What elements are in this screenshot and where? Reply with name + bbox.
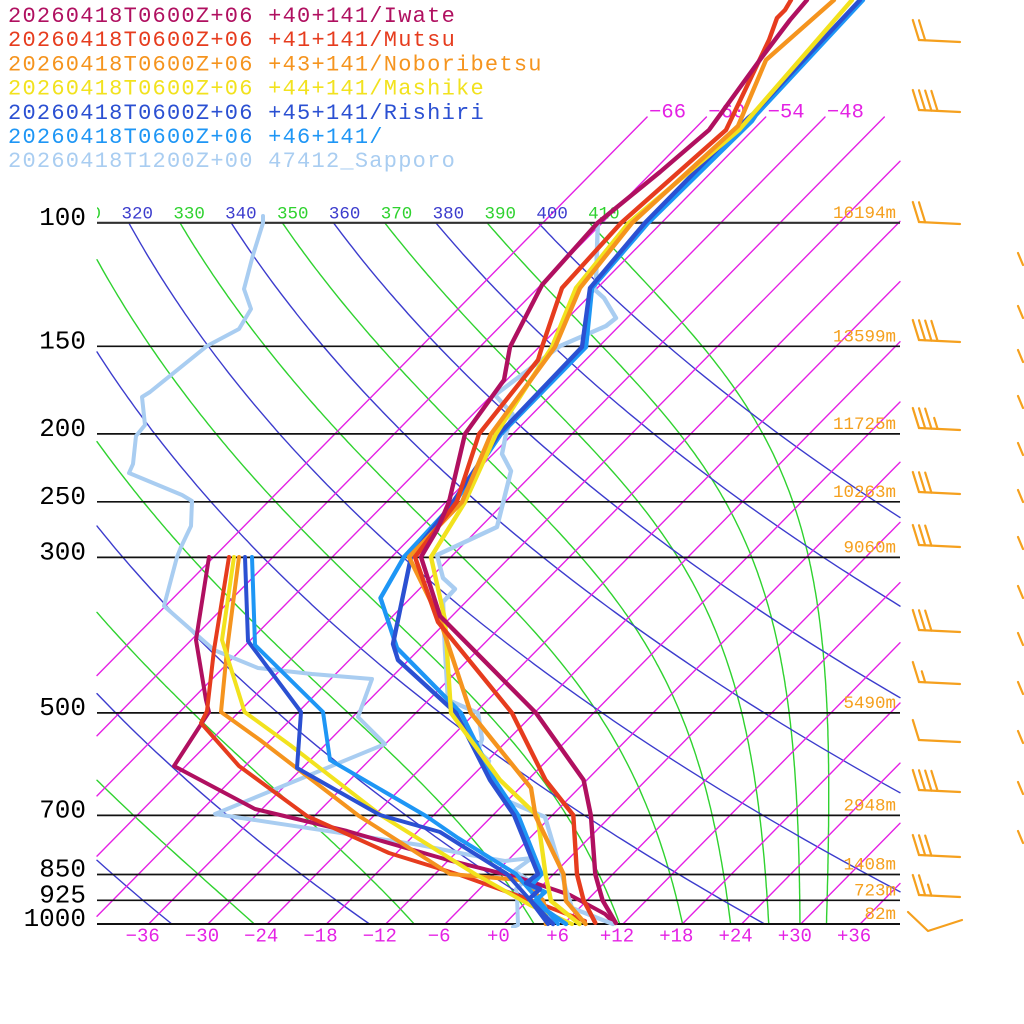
svg-text:150: 150 xyxy=(39,326,86,356)
svg-text:+0: +0 xyxy=(487,926,510,948)
svg-text:20260418T0600Z+06 +46+141/: 20260418T0600Z+06 +46+141/ xyxy=(8,125,384,150)
svg-text:+30: +30 xyxy=(778,926,812,948)
svg-text:250: 250 xyxy=(39,482,86,512)
svg-text:340: 340 xyxy=(225,205,257,225)
svg-text:20260418T0600Z+06 +40+141/Iwat: 20260418T0600Z+06 +40+141/Iwate xyxy=(8,4,456,29)
svg-text:20260418T0600Z+06 +43+141/Nobo: 20260418T0600Z+06 +43+141/Noboribetsu xyxy=(8,52,543,77)
svg-text:360: 360 xyxy=(329,205,361,225)
svg-text:+6: +6 xyxy=(546,926,569,948)
svg-text:850: 850 xyxy=(39,855,86,885)
svg-text:370: 370 xyxy=(381,205,413,225)
svg-text:−48: −48 xyxy=(827,102,864,125)
svg-text:−30: −30 xyxy=(185,926,219,948)
svg-text:−12: −12 xyxy=(363,926,397,948)
svg-text:1000: 1000 xyxy=(24,904,86,934)
svg-text:925: 925 xyxy=(39,880,86,910)
svg-text:+18: +18 xyxy=(659,926,693,948)
svg-text:−54: −54 xyxy=(768,102,805,125)
svg-text:310: 310 xyxy=(70,205,102,225)
svg-text:380: 380 xyxy=(433,205,465,225)
svg-text:−36: −36 xyxy=(126,926,160,948)
svg-text:100: 100 xyxy=(39,203,86,233)
svg-text:500: 500 xyxy=(39,693,86,723)
svg-text:20260418T1200Z+00 47412_Sappor: 20260418T1200Z+00 47412_Sapporo xyxy=(8,149,456,174)
svg-text:13599m: 13599m xyxy=(833,328,896,348)
svg-text:5490m: 5490m xyxy=(843,694,896,714)
svg-text:723m: 723m xyxy=(854,882,896,902)
svg-text:16194m: 16194m xyxy=(833,204,896,224)
svg-text:20260418T0600Z+06 +45+141/Rish: 20260418T0600Z+06 +45+141/Rishiri xyxy=(8,101,485,126)
svg-text:−24: −24 xyxy=(244,926,278,948)
svg-text:700: 700 xyxy=(39,795,86,825)
svg-text:9060m: 9060m xyxy=(843,539,896,559)
svg-text:1408m: 1408m xyxy=(843,856,896,876)
svg-text:−6: −6 xyxy=(428,926,451,948)
svg-text:350: 350 xyxy=(277,205,309,225)
svg-text:20260418T0600Z+06 +41+141/Muts: 20260418T0600Z+06 +41+141/Mutsu xyxy=(8,28,456,53)
svg-text:−18: −18 xyxy=(303,926,337,948)
svg-text:−66: −66 xyxy=(649,102,686,125)
svg-text:11725m: 11725m xyxy=(833,415,896,435)
svg-text:+12: +12 xyxy=(600,926,634,948)
svg-text:320: 320 xyxy=(121,205,153,225)
svg-text:10263m: 10263m xyxy=(833,483,896,503)
svg-text:+24: +24 xyxy=(718,926,752,948)
svg-text:400: 400 xyxy=(536,205,568,225)
svg-text:2948m: 2948m xyxy=(843,797,896,817)
svg-text:+36: +36 xyxy=(837,926,871,948)
svg-text:200: 200 xyxy=(39,414,86,444)
svg-text:300: 300 xyxy=(39,537,86,567)
svg-text:390: 390 xyxy=(484,205,516,225)
svg-text:20260418T0600Z+06 +44+141/Mash: 20260418T0600Z+06 +44+141/Mashike xyxy=(8,77,485,102)
svg-text:82m: 82m xyxy=(864,905,896,925)
svg-text:330: 330 xyxy=(173,205,205,225)
